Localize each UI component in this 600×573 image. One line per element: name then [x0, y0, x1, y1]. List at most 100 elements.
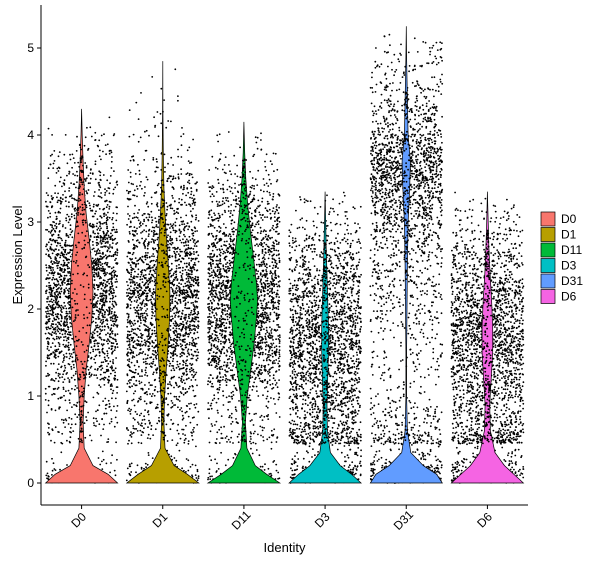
- data-point: [50, 323, 53, 325]
- data-point: [187, 469, 190, 472]
- data-point: [177, 95, 179, 97]
- data-point: [96, 324, 99, 327]
- data-point: [98, 139, 101, 142]
- data-point: [217, 276, 220, 279]
- data-point: [133, 375, 136, 378]
- data-point: [56, 329, 59, 331]
- data-point: [169, 231, 172, 234]
- data-point: [170, 243, 173, 246]
- data-point: [68, 416, 71, 419]
- data-point: [175, 322, 177, 325]
- data-point: [132, 398, 135, 401]
- data-point: [110, 365, 113, 367]
- data-point: [53, 250, 56, 252]
- data-point: [155, 357, 158, 360]
- data-point: [179, 260, 182, 263]
- data-point: [175, 345, 177, 348]
- data-point: [194, 464, 197, 467]
- data-point: [67, 346, 70, 349]
- data-point: [55, 371, 57, 374]
- data-point: [175, 327, 178, 330]
- data-point: [147, 252, 149, 254]
- data-point: [126, 189, 128, 192]
- data-point: [101, 292, 104, 295]
- data-point: [178, 201, 181, 204]
- data-point: [47, 241, 50, 244]
- data-point: [175, 248, 178, 250]
- data-point: [178, 229, 181, 232]
- data-point: [57, 192, 59, 195]
- data-point: [128, 287, 131, 290]
- data-point: [108, 406, 111, 408]
- data-point: [135, 275, 138, 278]
- data-point: [177, 312, 180, 314]
- data-point: [226, 315, 229, 318]
- data-point: [99, 257, 101, 260]
- data-point: [113, 271, 116, 274]
- data-point: [127, 380, 130, 382]
- data-point: [97, 367, 99, 370]
- data-point: [159, 410, 161, 413]
- data-point: [98, 354, 101, 357]
- data-point: [152, 293, 155, 296]
- data-point: [112, 361, 114, 363]
- data-point: [77, 161, 80, 164]
- data-point: [152, 288, 155, 291]
- data-point: [100, 295, 103, 298]
- data-point: [165, 398, 168, 400]
- data-point: [96, 326, 99, 329]
- data-point: [85, 416, 87, 418]
- data-point: [137, 296, 140, 299]
- data-point: [47, 307, 49, 310]
- data-point: [101, 222, 104, 225]
- data-point: [165, 423, 168, 426]
- data-point: [134, 173, 137, 175]
- data-point: [193, 245, 196, 247]
- data-point: [107, 242, 109, 244]
- data-point: [104, 188, 106, 191]
- data-point: [135, 354, 138, 357]
- data-point: [155, 225, 158, 228]
- data-point: [105, 221, 108, 224]
- data-point: [191, 237, 194, 240]
- data-point: [76, 387, 78, 389]
- data-point: [63, 364, 66, 367]
- data-point: [64, 399, 67, 402]
- data-point: [177, 365, 180, 368]
- data-point: [185, 277, 188, 280]
- data-point: [185, 424, 187, 427]
- data-point: [104, 234, 107, 237]
- data-point: [193, 268, 196, 271]
- data-point: [87, 411, 89, 414]
- data-point: [68, 244, 71, 247]
- data-point: [116, 325, 119, 328]
- data-point: [169, 237, 172, 240]
- data-point: [95, 309, 98, 312]
- data-point: [100, 246, 102, 248]
- data-point: [93, 297, 95, 300]
- data-point: [139, 306, 142, 309]
- data-point: [129, 289, 132, 292]
- data-point: [180, 241, 183, 244]
- data-point: [177, 173, 180, 176]
- data-point: [57, 431, 59, 433]
- data-point: [114, 374, 117, 377]
- data-point: [103, 301, 106, 304]
- data-point: [105, 462, 108, 465]
- data-point: [156, 422, 159, 425]
- data-point: [193, 320, 196, 323]
- data-point: [129, 307, 132, 310]
- data-point: [101, 349, 104, 351]
- data-point: [111, 247, 114, 249]
- data-point: [211, 333, 214, 335]
- data-point: [187, 442, 190, 445]
- data-point: [103, 329, 106, 331]
- data-point: [157, 182, 160, 185]
- data-point: [175, 294, 178, 297]
- data-point: [191, 324, 194, 327]
- data-point: [148, 419, 150, 422]
- data-point: [62, 329, 65, 332]
- data-point: [135, 379, 138, 382]
- data-point: [73, 217, 76, 220]
- data-point: [109, 385, 112, 387]
